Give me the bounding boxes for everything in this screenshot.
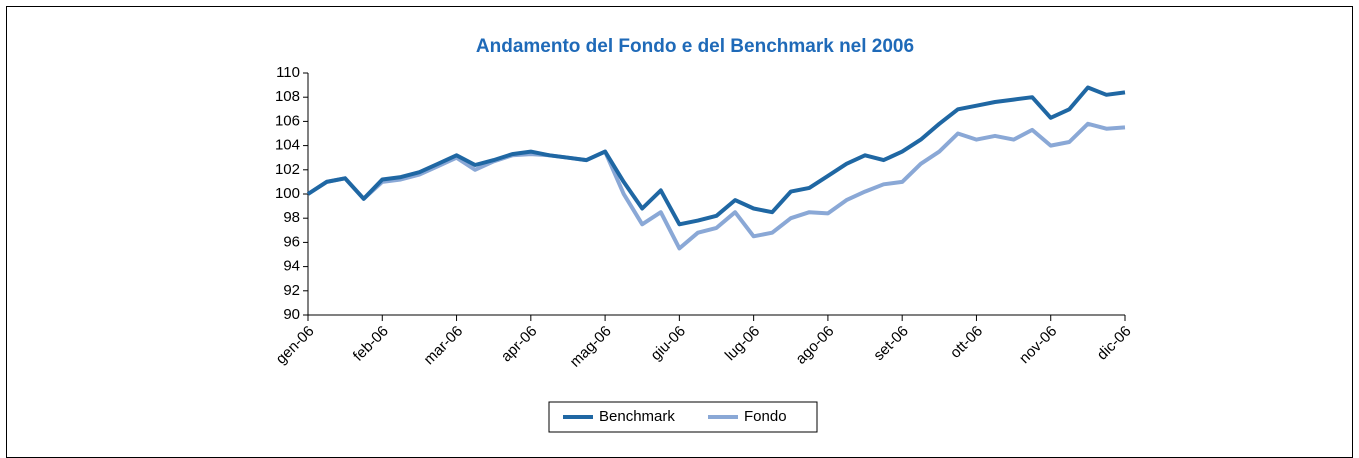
y-tick-label: 108 [275, 88, 300, 105]
x-tick-label: feb-06 [350, 323, 392, 365]
legend-label: Benchmark [599, 408, 675, 425]
y-tick-label: 94 [283, 258, 300, 275]
y-tick-label: 100 [275, 185, 300, 202]
line-series [306, 121, 1126, 251]
chart-title: Andamento del Fondo e del Benchmark nel … [476, 36, 914, 57]
x-tick-label: apr-06 [498, 323, 541, 366]
y-tick-label: 90 [283, 306, 300, 323]
x-tick-label: dic-06 [1094, 323, 1135, 364]
x-tick-label: giu-06 [647, 323, 689, 365]
y-tick-label: 98 [283, 209, 300, 226]
y-tick-label: 106 [275, 112, 300, 129]
x-tick-label: mar-06 [421, 323, 467, 369]
frame [6, 6, 1353, 458]
legend-label: Fondo [744, 408, 787, 425]
y-tick-label: 110 [276, 64, 300, 81]
x-tick-label: set-06 [870, 323, 912, 365]
y-tick-label: 102 [275, 161, 300, 178]
x-tick-label: ott-06 [947, 323, 986, 362]
y-tick-label: 104 [275, 137, 300, 154]
legend-box [548, 401, 818, 433]
x-tick-label: lug-06 [722, 323, 764, 365]
x-tick-label: nov-06 [1016, 323, 1060, 367]
x-tick-label: ago-06 [792, 323, 837, 368]
y-tick-label: 92 [283, 282, 300, 299]
x-tick-label: mag-06 [567, 323, 615, 371]
y-tick-label: 96 [283, 233, 300, 250]
x-tick-label: gen-06 [273, 323, 318, 368]
line-series [306, 85, 1126, 227]
